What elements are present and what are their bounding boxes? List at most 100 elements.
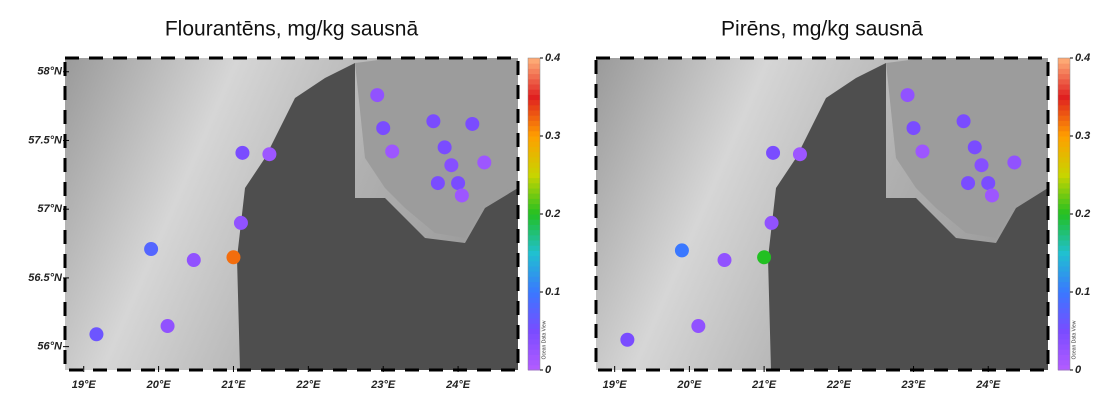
colorbar-segment (1058, 100, 1070, 106)
colorbar-segment (1058, 230, 1070, 236)
colorbar-tick-label: 0 (1075, 364, 1082, 376)
colorbar-segment (528, 84, 540, 90)
colorbar-segment (528, 100, 540, 106)
colorbar-segment (528, 219, 540, 225)
colorbar-segment (1058, 152, 1070, 158)
colorbar-segment (1058, 292, 1070, 298)
colorbar-segment (528, 360, 540, 366)
x-tick-label: 20°E (146, 379, 172, 391)
sample-point (981, 176, 995, 190)
colorbar-segment (528, 308, 540, 314)
y-tick-label: 57.5°N (28, 134, 63, 146)
sample-point (444, 158, 458, 172)
y-tick-label: 56°N (37, 341, 63, 353)
sample-point (766, 146, 780, 160)
colorbar-segment (528, 339, 540, 345)
sample-point (793, 147, 807, 161)
colorbar-tick-label: 0.1 (545, 286, 560, 298)
colorbar-segment (1058, 360, 1070, 366)
colorbar-segment (528, 178, 540, 184)
colorbar-tick-label: 0.2 (1075, 208, 1090, 220)
sample-point (915, 144, 929, 158)
x-tick-label: 21°E (220, 379, 246, 391)
colorbar-segment (1058, 256, 1070, 262)
colorbar-tick-label: 0 (545, 364, 552, 376)
sample-point (961, 176, 975, 190)
y-tick-label: 58°N (37, 66, 63, 78)
sample-point (431, 176, 445, 190)
sample-point (675, 243, 689, 257)
y-tick-label: 56.5°N (28, 272, 63, 284)
colorbar-segment (1058, 89, 1070, 95)
colorbar-segment (1058, 224, 1070, 230)
colorbar-segment (528, 110, 540, 116)
sample-point (144, 242, 158, 256)
x-tick-label: 23°E (370, 379, 396, 391)
colorbar-segment (1058, 126, 1070, 132)
colorbar-segment (1058, 328, 1070, 334)
sample-point (477, 155, 491, 169)
x-tick-label: 20°E (676, 379, 702, 391)
x-tick-label: 23°E (901, 379, 927, 391)
colorbar-segment (1058, 250, 1070, 256)
colorbar-segment (1058, 63, 1070, 69)
colorbar-segment (1058, 323, 1070, 329)
map-background (596, 58, 1048, 370)
colorbar-tick-label: 0.3 (545, 130, 560, 142)
sample-point (1007, 155, 1021, 169)
colorbar-segment (528, 105, 540, 111)
colorbar-segment (528, 74, 540, 80)
colorbar-segment (1058, 162, 1070, 168)
colorbar-tick-label: 0.3 (1075, 130, 1090, 142)
colorbar-segment (528, 230, 540, 236)
colorbar-segment (528, 235, 540, 241)
colorbar-segment (528, 141, 540, 147)
colorbar-segment (528, 344, 540, 350)
colorbar-segment (1058, 344, 1070, 350)
x-tick-label: 24°E (445, 379, 471, 391)
sample-point (426, 114, 440, 128)
x-tick-label: 22°E (295, 379, 321, 391)
sample-point (620, 333, 634, 347)
colorbar-segment (1058, 354, 1070, 360)
map-figure: Flourantēns, mg/kg sausnā19°E20°E21°E22°… (0, 0, 1097, 399)
map-background (65, 58, 518, 370)
colorbar-segment (528, 183, 540, 189)
colorbar-label: Ocean Data View (1071, 320, 1077, 359)
colorbar-segment (1058, 136, 1070, 142)
colorbar-segment (528, 115, 540, 121)
colorbar-segment (528, 89, 540, 95)
chart-title: Flourantēns, mg/kg sausnā (165, 18, 419, 41)
sample-point (370, 88, 384, 102)
colorbar-segment (528, 271, 540, 277)
colorbar-segment (1058, 297, 1070, 303)
colorbar-segment (528, 136, 540, 142)
colorbar-segment (1058, 68, 1070, 74)
colorbar-segment (1058, 235, 1070, 241)
colorbar-segment (528, 245, 540, 251)
colorbar-segment (528, 334, 540, 340)
colorbar-segment (1058, 214, 1070, 220)
colorbar-segment (528, 256, 540, 262)
colorbar-segment (528, 282, 540, 288)
sample-point (262, 147, 276, 161)
colorbar-segment (1058, 188, 1070, 194)
colorbar-segment (1058, 157, 1070, 163)
colorbar-segment (528, 328, 540, 334)
colorbar-segment (1058, 204, 1070, 210)
colorbar-segment (528, 146, 540, 152)
colorbar-segment (1058, 193, 1070, 199)
colorbar-segment (528, 68, 540, 74)
sample-point (975, 158, 989, 172)
colorbar-segment (1058, 146, 1070, 152)
colorbar-segment (1058, 178, 1070, 184)
colorbar-segment (528, 287, 540, 293)
colorbar-segment (1058, 282, 1070, 288)
colorbar-segment (1058, 271, 1070, 277)
sample-point (901, 88, 915, 102)
colorbar-segment (528, 167, 540, 173)
colorbar-segment (1058, 58, 1070, 64)
colorbar-segment (528, 162, 540, 168)
sample-point (757, 250, 771, 264)
sample-point (455, 188, 469, 202)
